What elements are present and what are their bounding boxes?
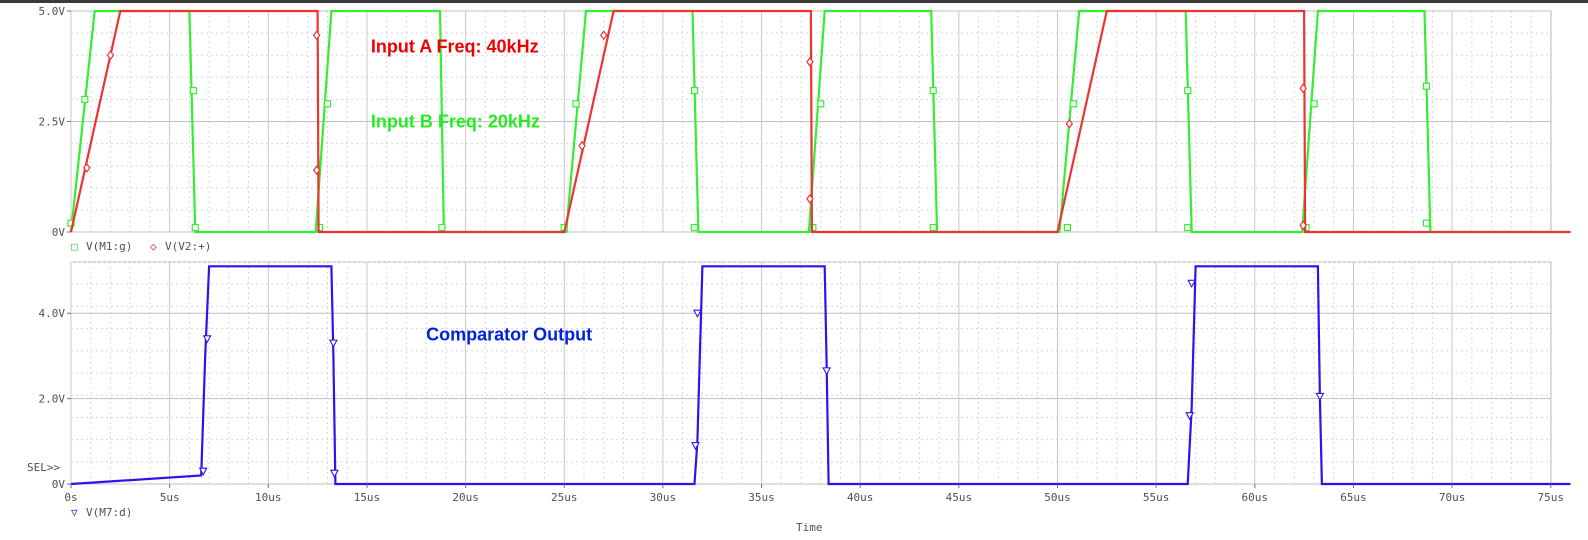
x-tick-label: 50us	[1044, 491, 1071, 504]
marker-triangle	[328, 339, 338, 348]
marker-diamond	[312, 30, 321, 41]
marker-diamond	[106, 50, 115, 61]
x-tick-label: 10us	[255, 491, 282, 504]
marker-square	[1063, 223, 1071, 232]
marker-square	[817, 100, 825, 108]
trace-v-v2---	[69, 9, 1571, 234]
legend-label-m1g: V(M1:g)	[86, 240, 132, 253]
x-tick-label: 15us	[354, 491, 381, 504]
marker-square	[81, 95, 89, 104]
y-tick-label: 0V	[52, 226, 66, 239]
x-tick-label: 70us	[1439, 491, 1466, 504]
marker-diamond	[806, 193, 814, 204]
legend-symbol-m7d: ▽	[71, 506, 78, 519]
marker-square	[572, 100, 580, 108]
marker-square	[1184, 223, 1192, 232]
legend-top: □ V(M1:g) ◇ V(V2:+)	[71, 240, 211, 253]
y-tick-label: 2.0V	[39, 393, 66, 406]
x-tick-label: 35us	[748, 491, 775, 504]
marker-diamond	[1065, 118, 1074, 129]
marker-triangle	[693, 309, 702, 318]
marker-square	[1310, 100, 1318, 108]
marker-diamond	[83, 162, 91, 173]
y-tick-label: 2.5V	[39, 116, 66, 129]
x-tick-label: 0s	[64, 491, 77, 504]
marker-square	[1184, 86, 1192, 95]
marker-square	[1422, 219, 1431, 227]
x-tick-label: 20us	[452, 491, 479, 504]
x-tick-label: 40us	[847, 491, 874, 504]
marker-square	[438, 223, 446, 232]
x-tick-label: 5us	[160, 491, 180, 504]
sel-marker[interactable]: SEL>>	[27, 461, 60, 474]
legend-bottom: ▽ V(M7:d)	[71, 506, 132, 519]
marker-triangle	[1187, 279, 1197, 289]
x-tick-label: 25us	[551, 491, 578, 504]
marker-square	[690, 223, 699, 232]
marker-square	[929, 223, 937, 232]
y-tick-label: 5.0V	[39, 5, 66, 18]
legend-symbol-v2: ◇	[150, 240, 157, 253]
annotation-comparator: Comparator Output	[426, 325, 592, 345]
marker-diamond	[1299, 83, 1307, 94]
marker-diamond	[578, 140, 586, 151]
legend-label-v2: V(V2:+)	[165, 240, 211, 253]
marker-square	[1069, 100, 1077, 108]
marker-square	[323, 100, 332, 108]
x-tick-label: 75us	[1538, 491, 1565, 504]
marker-square	[189, 86, 197, 95]
annotation-input-b: Input B Freq: 20kHz	[371, 112, 540, 132]
annotation-input-a: Input A Freq: 40kHz	[371, 36, 539, 56]
marker-square	[1422, 82, 1431, 90]
marker-triangle	[1185, 412, 1195, 421]
marker-triangle	[198, 467, 208, 476]
marker-diamond	[1299, 220, 1307, 231]
legend-label-m7d: V(M7:d)	[86, 506, 132, 519]
x-tick-label: 65us	[1340, 491, 1367, 504]
x-tick-label: 45us	[946, 491, 973, 504]
marker-diamond	[806, 56, 814, 67]
traces	[67, 9, 1571, 486]
legend-symbol-m1g: □	[71, 240, 78, 253]
x-tick-label: 55us	[1143, 491, 1170, 504]
trace-v-m1-g-	[69, 9, 1571, 234]
marker-square	[690, 86, 699, 95]
marker-square	[929, 86, 937, 95]
y-tick-label: 0V	[52, 478, 66, 491]
y-tick-label: 4.0V	[39, 307, 66, 320]
marker-diamond	[312, 165, 321, 176]
bottom-plot-grid	[67, 261, 1552, 485]
marker-triangle	[822, 367, 832, 376]
marker-square	[191, 223, 199, 232]
marker-diamond	[599, 30, 608, 41]
window-top-border	[0, 0, 1588, 3]
marker-triangle	[691, 442, 700, 451]
trace-v-m7-d-	[70, 265, 1571, 486]
x-tick-label: 60us	[1242, 491, 1269, 504]
x-axis-title: Time	[796, 521, 823, 534]
marker-triangle	[202, 335, 212, 344]
marker-triangle	[329, 469, 339, 478]
x-tick-label: 30us	[650, 491, 677, 504]
marker-triangle	[1315, 392, 1325, 402]
